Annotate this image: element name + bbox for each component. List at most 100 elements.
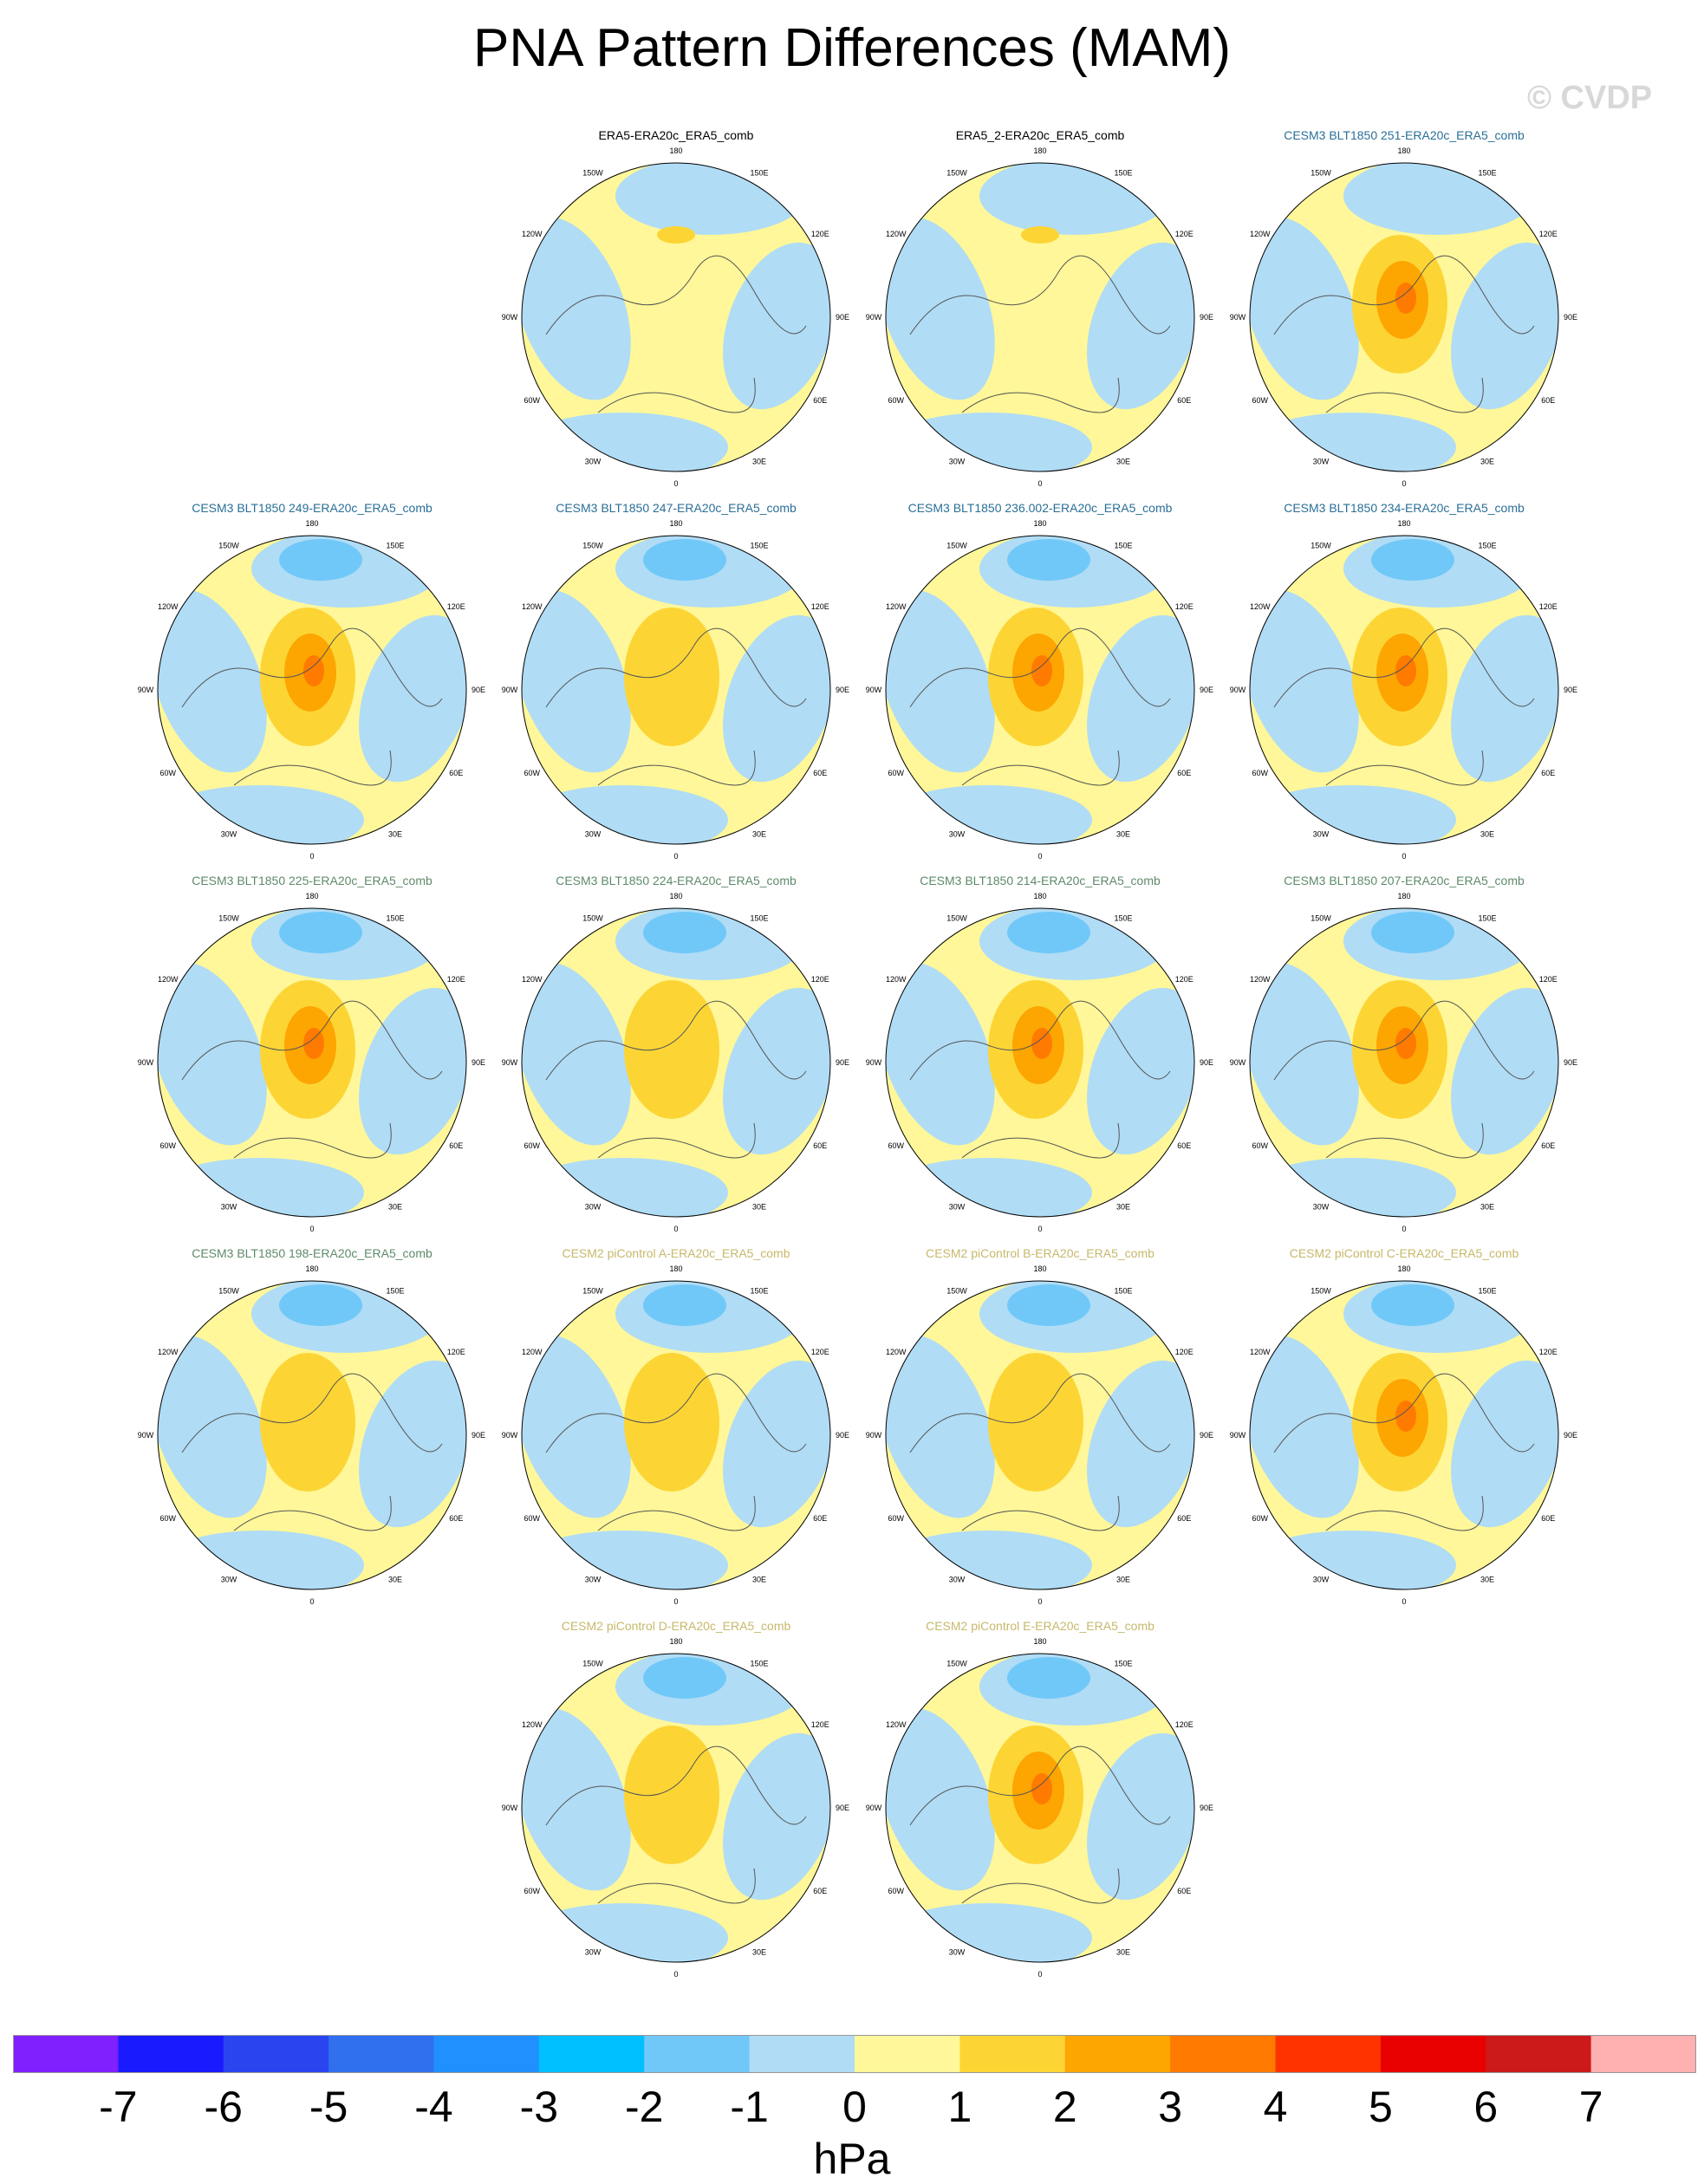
map-panel: CESM3 BLT1850 234-ERA20c_ERA5_comb 180 150… — [1222, 501, 1586, 865]
lon-label: 120E — [447, 602, 465, 611]
lon-label: 120W — [522, 975, 543, 984]
field-positive-max — [303, 1028, 324, 1059]
polar-map: 180 150E 120E 90E 60E 30E 0 30W 60W 90W 120W 150W — [866, 1264, 1213, 1606]
colorbar-tick-label: 0 — [842, 2083, 867, 2131]
lon-label: 150E — [1114, 914, 1132, 923]
lon-label: 150E — [1114, 1660, 1132, 1668]
lon-label: 180 — [1033, 892, 1046, 900]
lon-label: 180 — [669, 1637, 682, 1646]
lon-label: 30E — [752, 1575, 766, 1583]
lon-label: 150E — [1478, 542, 1496, 550]
lon-label: 0 — [673, 852, 678, 861]
coastline — [1273, 255, 1535, 413]
field-negative — [158, 1531, 364, 1589]
map-boundary — [1249, 162, 1559, 472]
lon-label: 90E — [1200, 686, 1213, 694]
lon-label: 90W — [502, 1058, 518, 1067]
panel-title: CESM3 BLT1850 214-ERA20c_ERA5_comb — [920, 874, 1161, 887]
lon-label: 60E — [1541, 1141, 1555, 1150]
lon-label: 150W — [582, 1287, 603, 1296]
colorbar-tick-label: -1 — [730, 2083, 769, 2131]
map-panel: CESM3 BLT1850 207-ERA20c_ERA5_comb 180 150… — [1222, 874, 1586, 1238]
lon-label: 120E — [811, 230, 829, 238]
polar-map: 180 150E 120E 90E 60E 30E 0 30W 60W 90W 120W 150W — [502, 1637, 849, 1979]
lon-label: 30W — [1313, 457, 1330, 465]
lon-label: 60E — [449, 769, 463, 777]
polar-map: 180 150E 120E 90E 60E 30E 0 30W 60W 90W 120W 150W — [866, 892, 1213, 1233]
map-boundary — [521, 907, 831, 1218]
lon-label: 60W — [888, 1141, 904, 1150]
field-negative — [723, 987, 830, 1155]
field-positive-max — [1395, 655, 1416, 686]
map-boundary — [885, 535, 1195, 845]
colorbar-tick-label: -3 — [519, 2083, 559, 2131]
lon-label: 150W — [1311, 169, 1331, 178]
field-negative — [615, 163, 806, 235]
map-boundary — [521, 1653, 831, 1963]
lon-label: 120E — [811, 602, 829, 611]
colorbar — [13, 2035, 1696, 2073]
lon-label: 30W — [585, 829, 602, 838]
lon-label: 90W — [138, 1431, 154, 1440]
lon-label: 0 — [309, 1225, 314, 1233]
field-positive-core — [624, 1726, 719, 1864]
field-negative — [1250, 785, 1456, 844]
lon-label: 90W — [866, 1058, 882, 1067]
panel-title: CESM3 BLT1850 225-ERA20c_ERA5_comb — [192, 874, 433, 887]
field-negative-core — [643, 1284, 726, 1326]
lon-label: 0 — [673, 1225, 678, 1233]
lon-label: 0 — [673, 1597, 678, 1606]
lon-label: 120E — [811, 1720, 829, 1729]
lon-label: 90W — [138, 1058, 154, 1067]
field-negative — [1250, 1335, 1359, 1518]
map-panel: ERA5_2-ERA20c_ERA5_comb 180 150E 120E 90E 60E… — [858, 128, 1222, 492]
lon-label: 120E — [1175, 602, 1193, 611]
lon-label: 150W — [582, 1660, 603, 1668]
lon-label: 90W — [1230, 1431, 1246, 1440]
field-negative — [886, 217, 995, 400]
field-negative — [723, 242, 830, 410]
field-negative — [886, 1531, 1092, 1589]
lon-label: 90E — [836, 1431, 849, 1440]
panel-grid: ERA5-ERA20c_ERA5_comb 180 150E 120E 90E 60E 30… — [138, 128, 1586, 1983]
polar-map: 180 150E 120E 90E 60E 30E 0 30W 60W 90W 120W 150W — [138, 1264, 485, 1606]
field-negative — [886, 1335, 995, 1518]
field-negative — [886, 1707, 995, 1891]
map-panel: CESM2 piControl D-ERA20c_ERA5_comb 180 150… — [494, 1619, 858, 1983]
coastline — [181, 1373, 443, 1531]
field-negative — [1250, 589, 1359, 773]
lon-label: 30E — [388, 1575, 402, 1583]
field-negative — [1087, 987, 1194, 1155]
lon-label: 0 — [1037, 1970, 1042, 1979]
lon-label: 90E — [1200, 313, 1213, 322]
map-panel: CESM2 piControl A-ERA20c_ERA5_comb 180 150… — [494, 1246, 858, 1610]
colorbar-tick-label: -4 — [414, 2083, 453, 2131]
colorbar-tick-label: 6 — [1473, 2083, 1499, 2131]
field-positive-max — [1395, 283, 1416, 314]
map-panel: CESM2 piControl E-ERA20c_ERA5_comb 180 150… — [858, 1619, 1222, 1983]
lon-label: 150E — [386, 914, 404, 923]
lon-label: 60E — [1177, 1887, 1191, 1895]
field-negative-core — [279, 912, 362, 953]
field-negative — [359, 614, 466, 783]
field-negative-core — [643, 912, 726, 953]
field-negative — [522, 1158, 728, 1217]
panel-title: CESM3 BLT1850 224-ERA20c_ERA5_comb — [556, 874, 797, 887]
colorbar-tick-label: 4 — [1263, 2083, 1288, 2131]
panel-title: ERA5-ERA20c_ERA5_comb — [598, 128, 754, 142]
lon-label: 60E — [1541, 769, 1555, 777]
map-boundary — [885, 907, 1195, 1218]
lon-label: 30W — [585, 457, 602, 465]
coastline — [909, 1745, 1171, 1904]
lon-label: 120E — [1175, 975, 1193, 984]
lon-label: 30W — [585, 1575, 602, 1583]
map-panel: CESM3 BLT1850 251-ERA20c_ERA5_comb 180 150… — [1222, 128, 1586, 492]
lon-label: 180 — [1033, 519, 1046, 528]
lon-label: 60W — [888, 1514, 904, 1523]
map-panel: CESM3 BLT1850 214-ERA20c_ERA5_comb 180 150… — [858, 874, 1222, 1238]
map-boundary — [1249, 1280, 1559, 1590]
map-panel: CESM3 BLT1850 247-ERA20c_ERA5_comb 180 150… — [494, 501, 858, 865]
lon-label: 30W — [221, 1202, 237, 1211]
lon-label: 90W — [502, 686, 518, 694]
lon-label: 60W — [1252, 1514, 1268, 1523]
